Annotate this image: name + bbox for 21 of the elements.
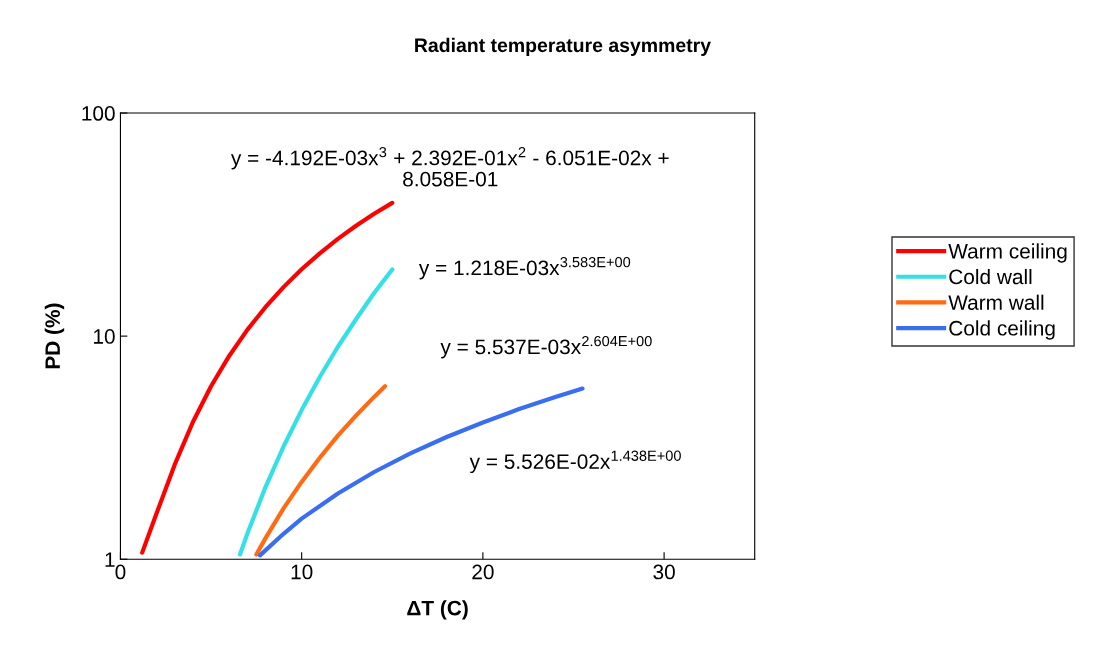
x-tick-label: 20 — [472, 564, 494, 580]
legend-label: Cold wall — [949, 268, 1032, 285]
y-tick-label: 10 — [94, 329, 115, 344]
annotation: y = 5.537E-03x$^{2.604E+00}$ — [440, 335, 652, 359]
x-axis-title: ΔT (C) — [407, 600, 468, 620]
chart-title: Radiant temperature asymmetry — [415, 37, 711, 56]
line-series — [254, 384, 388, 557]
x-tick-label: 0 — [115, 564, 126, 580]
y-tick-label: 1 — [105, 552, 115, 567]
text: y = -4.192E-03x$^{3}$ + 2.392E-01x$^{2}$ - 6.051E-02x + 8.058E-01 — [230, 146, 669, 187]
annotation: y = 1.218E-03x$^{3.583E+00}$ — [418, 256, 631, 280]
y-axis-title: PD (%) — [44, 303, 65, 369]
y-tick-label: 100 — [82, 106, 115, 121]
annotation: y = 5.526E-02x$^{1.438E+00}$ — [469, 450, 681, 474]
line-series — [237, 267, 395, 557]
legend-label: Cold ceiling — [949, 320, 1055, 340]
legend-label: Warm ceiling — [948, 243, 1067, 263]
legend-label: Warm wall — [948, 294, 1044, 310]
x-tick-label: 10 — [291, 564, 313, 580]
x-tick-label: 30 — [653, 564, 675, 580]
line-series — [140, 200, 395, 555]
